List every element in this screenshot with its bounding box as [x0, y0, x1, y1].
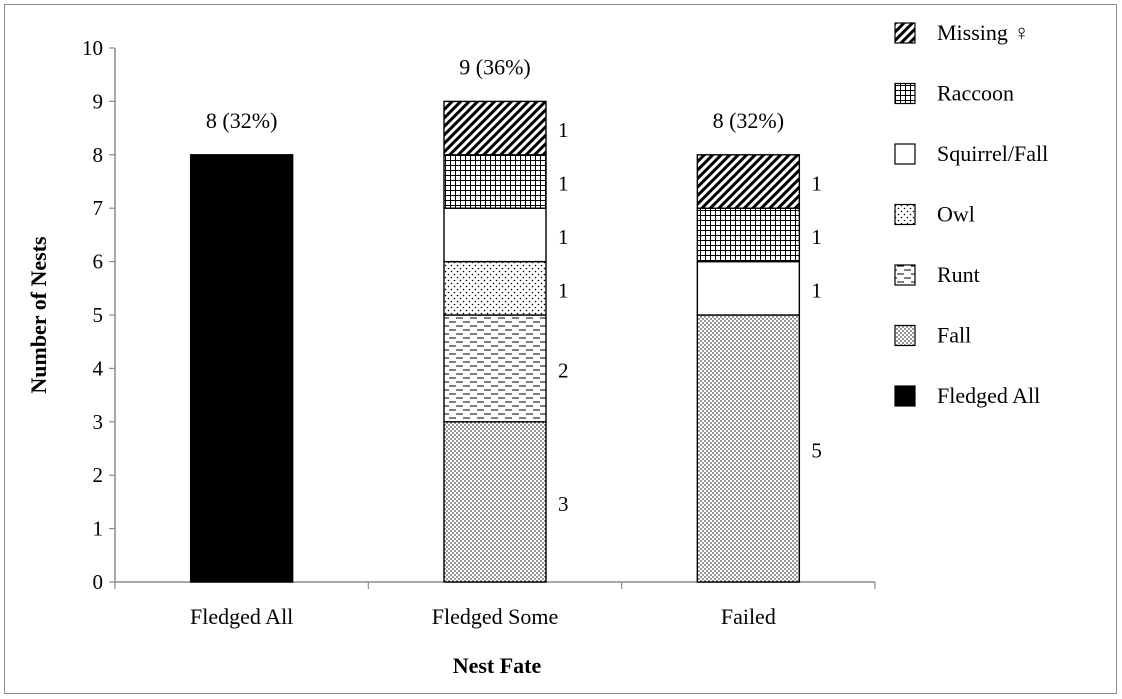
x-tick-label: Failed: [721, 604, 776, 629]
y-tick-label: 3: [93, 410, 104, 434]
legend-label: Fledged All: [937, 383, 1040, 408]
segment-value-label: 1: [558, 118, 569, 142]
legend-swatch: [894, 385, 916, 407]
bar-segment: [696, 260, 801, 316]
bar-segment: [443, 100, 547, 156]
bar-total-label: 9 (36%): [459, 54, 530, 79]
y-tick-label: 8: [93, 143, 104, 167]
segment-value-label: 5: [811, 439, 822, 463]
bar-segment: [443, 314, 547, 423]
segment-value-label: 1: [811, 172, 822, 196]
legend-label: Raccoon: [937, 81, 1014, 106]
chart-frame: [4, 4, 1117, 694]
segment-value-label: 3: [558, 492, 569, 516]
y-tick-label: 1: [93, 517, 104, 541]
y-tick-label: 4: [93, 356, 104, 380]
legend-label: Fall: [937, 323, 971, 348]
x-tick-label: Fledged Some: [432, 604, 559, 629]
y-tick-label: 7: [93, 196, 104, 220]
bar-segment: [443, 154, 547, 209]
y-tick-label: 5: [93, 303, 104, 327]
legend-label: Owl: [937, 202, 975, 227]
bar-segment: [696, 314, 801, 583]
y-tick-label: 2: [93, 463, 104, 487]
bar-segment: [696, 154, 801, 209]
legend-label: Missing ♀: [937, 20, 1030, 45]
segment-value-label: 1: [811, 225, 822, 249]
y-tick-label: 9: [93, 89, 104, 113]
bar-segment: [696, 207, 801, 263]
legend-swatch: [894, 82, 916, 105]
legend-swatch: [894, 324, 916, 347]
legend-swatch: [894, 22, 916, 44]
segment-value-label: 1: [558, 225, 569, 249]
legend: Missing ♀ Raccoon Squirrel/Fall Owl Runt Fall…: [894, 20, 1048, 408]
y-tick-label: 6: [93, 250, 104, 274]
legend-swatch: [894, 203, 916, 226]
segment-value-label: 2: [558, 358, 569, 382]
segment-value-label: 1: [811, 278, 822, 302]
x-axis-title: Nest Fate: [453, 653, 542, 678]
segment-value-label: 1: [558, 172, 569, 196]
y-tick-label: 0: [93, 570, 104, 594]
legend-label: Squirrel/Fall: [937, 141, 1048, 166]
legend-swatch: [894, 264, 916, 286]
y-tick-label: 10: [82, 36, 103, 60]
bar-total-label: 8 (32%): [206, 108, 277, 133]
bar-total-label: 8 (32%): [713, 108, 784, 133]
bar-segment: [443, 260, 547, 316]
legend-swatch: [894, 143, 916, 165]
bar-segment: [443, 207, 547, 263]
bar-segment: [443, 421, 547, 583]
x-tick-label: Fledged All: [190, 604, 293, 629]
bars: [189, 100, 801, 583]
segment-value-label: 1: [558, 278, 569, 302]
bar-segment: [189, 154, 294, 583]
y-axis-title: Number of Nests: [26, 236, 51, 394]
legend-label: Runt: [937, 262, 980, 287]
data-labels: 8 (32%) 3 2 1 1 1 1 9 (36%) 5 1 1 1 8 (32%): [206, 54, 822, 516]
